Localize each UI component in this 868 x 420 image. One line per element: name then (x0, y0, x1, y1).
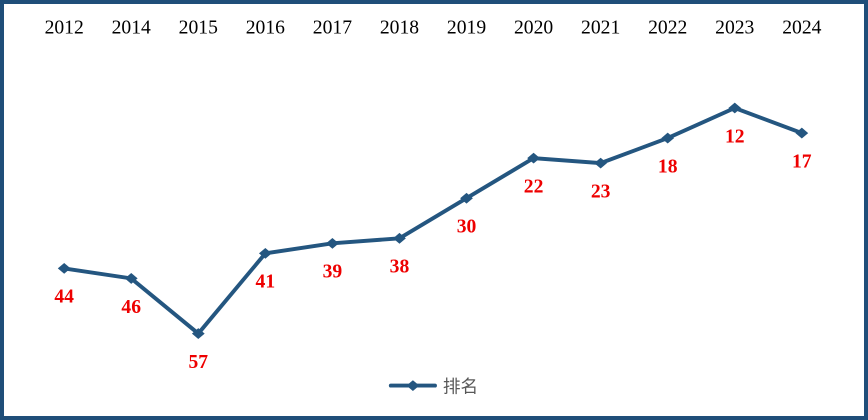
data-point-label: 30 (457, 217, 477, 238)
year-tick-label: 2021 (581, 17, 620, 38)
data-point-label: 12 (725, 126, 745, 147)
year-tick-label: 2012 (45, 17, 84, 38)
data-point-label: 38 (390, 257, 410, 278)
point-marker (795, 127, 809, 139)
ranking-line-chart: 2012 2014 2015 2016 2017 2018 2019 2020 2021 2022… (45, 17, 822, 397)
year-tick-label: 2019 (447, 17, 486, 38)
year-tick-label: 2023 (715, 17, 754, 38)
data-point-label: 41 (256, 272, 276, 293)
point-marker (124, 273, 138, 284)
data-point-label: 46 (121, 297, 141, 318)
data-point-label: 22 (524, 176, 544, 197)
point-marker (258, 247, 272, 259)
data-point-label: 23 (591, 181, 611, 202)
point-marker (527, 152, 540, 164)
legend-label: 排名 (443, 376, 478, 397)
point-marker (191, 328, 205, 339)
data-point-label: 44 (54, 287, 74, 308)
data-point-label: 57 (188, 352, 208, 373)
point-marker (594, 157, 608, 169)
point-marker (326, 237, 339, 249)
year-tick-label: 2016 (246, 17, 285, 38)
year-tick-label: 2014 (112, 17, 151, 38)
data-point-label: 17 (792, 151, 812, 172)
series-line (62, 105, 804, 337)
legend-marker-icon (406, 380, 420, 391)
year-tick-label: 2017 (313, 17, 352, 38)
year-tick-label: 2018 (380, 17, 419, 38)
point-marker (57, 263, 71, 274)
year-tick-label: 2020 (514, 17, 553, 38)
year-tick-label: 2024 (782, 17, 821, 38)
year-tick-label: 2022 (648, 17, 687, 38)
data-point-label: 18 (658, 156, 678, 177)
year-tick-label: 2015 (179, 17, 218, 38)
point-marker (728, 102, 742, 114)
data-point-label: 39 (323, 262, 343, 283)
